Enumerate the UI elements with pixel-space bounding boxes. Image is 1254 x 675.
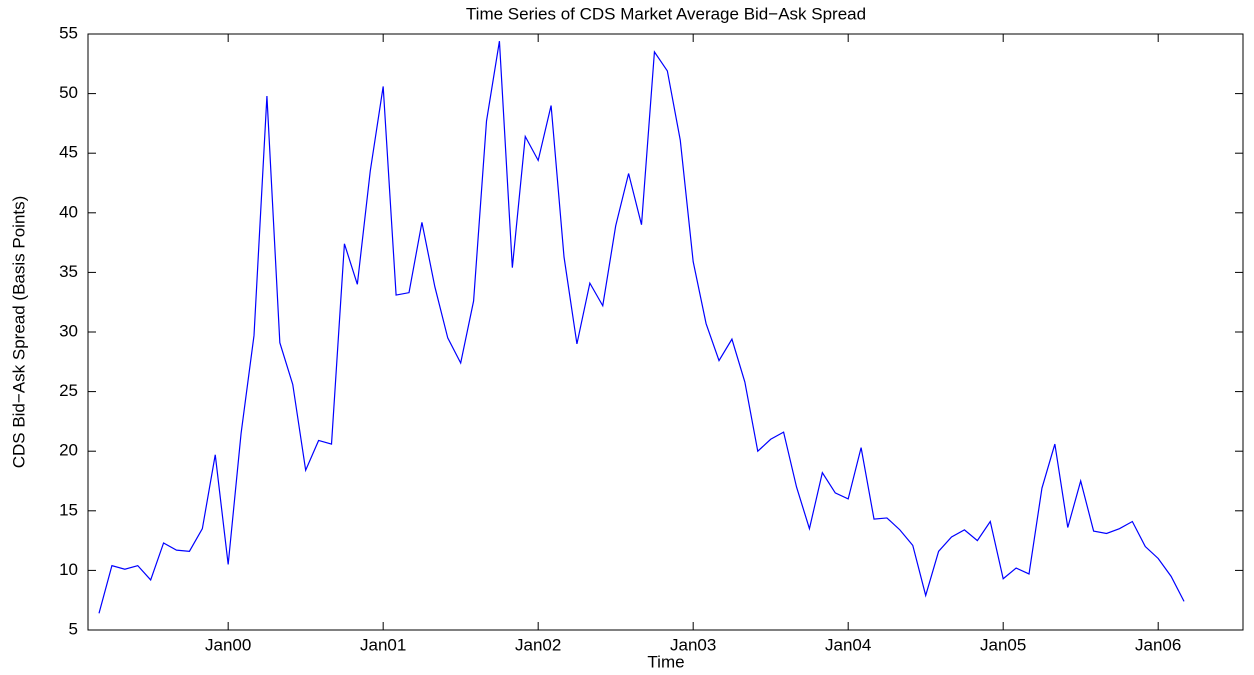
y-tick-label: 15 <box>59 500 78 519</box>
x-tick-label: Jan03 <box>670 635 716 654</box>
y-axis-label: CDS Bid−Ask Spread (Basis Points) <box>9 196 28 469</box>
y-tick-label: 35 <box>59 262 78 281</box>
data-line <box>98 41 1185 614</box>
y-tick-label: 40 <box>59 202 78 221</box>
x-tick-label: Jan06 <box>1135 635 1181 654</box>
chart-title: Time Series of CDS Market Average Bid−As… <box>466 4 866 23</box>
y-tick-label: 20 <box>59 441 78 460</box>
y-tick-label: 30 <box>59 321 78 340</box>
x-tick-label: Jan04 <box>825 635 871 654</box>
x-tick-label: Jan05 <box>980 635 1026 654</box>
x-tick-label: Jan00 <box>205 635 251 654</box>
y-tick-label: 5 <box>69 619 78 638</box>
x-axis-label: Time <box>647 652 684 671</box>
plot-frame <box>87 33 1244 631</box>
y-tick-label: 45 <box>59 143 78 162</box>
y-tick-label: 55 <box>59 23 78 42</box>
y-tick-label: 50 <box>59 83 78 102</box>
x-tick-label: Jan01 <box>360 635 406 654</box>
y-tick-label: 10 <box>59 560 78 579</box>
x-tick-label: Jan02 <box>515 635 561 654</box>
y-tick-label: 25 <box>59 381 78 400</box>
